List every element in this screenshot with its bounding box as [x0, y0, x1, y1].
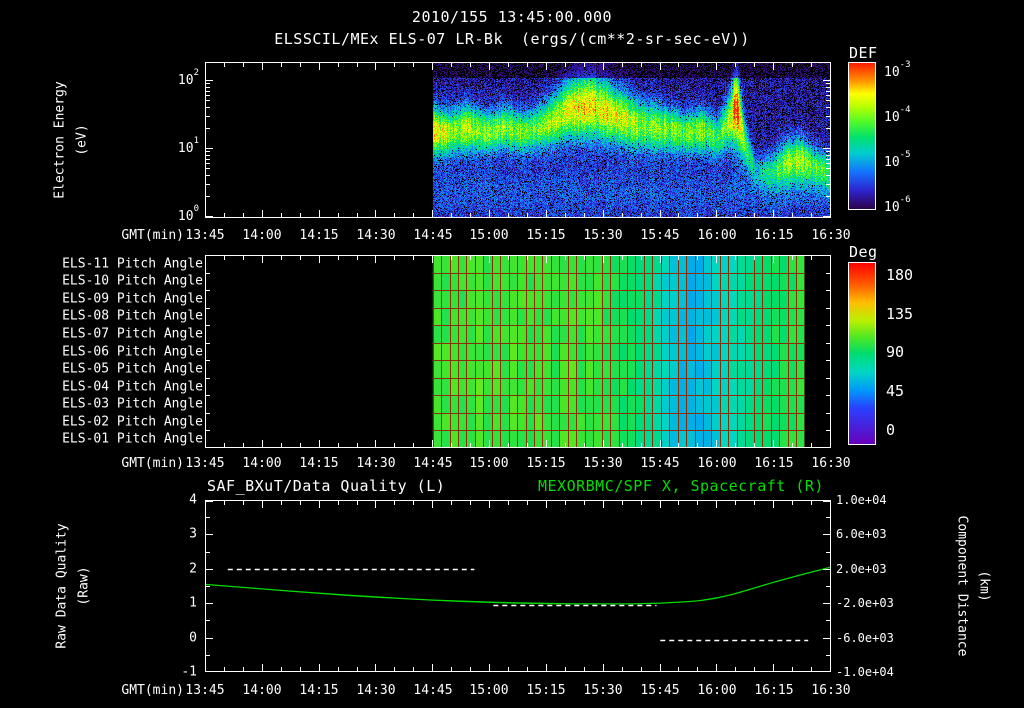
def-colorbar	[848, 62, 876, 210]
x-tick-label: 15:30	[583, 456, 623, 471]
pitch-row-label: ELS-01 Pitch Angle	[62, 431, 203, 447]
x-axis-unit-label: GMT(min)	[121, 456, 184, 471]
def-cbar-tick: 10-5	[884, 149, 911, 171]
x-tick-label: 16:30	[811, 456, 851, 471]
def-cbar-tick: 10-4	[884, 104, 911, 126]
x-tick-label: 13:45	[185, 228, 225, 243]
plot-timestamp-title: 2010/155 13:45:00.000	[411, 8, 613, 26]
pitch-row-label: ELS-03 Pitch Angle	[62, 396, 203, 412]
quality-axis-label: Raw Data Quality	[54, 523, 70, 649]
x-tick-label: 15:45	[640, 456, 680, 471]
quality-ytick: -1	[181, 664, 197, 680]
x-tick-label: 16:00	[697, 456, 737, 471]
x-tick-label: 14:45	[413, 683, 453, 698]
pitch-row-label: ELS-11 Pitch Angle	[62, 256, 203, 272]
pitch-row-label: ELS-05 Pitch Angle	[62, 361, 203, 377]
x-tick-label: 16:15	[754, 456, 794, 471]
x-tick-label: 15:15	[526, 456, 566, 471]
x-tick-label: 15:15	[526, 683, 566, 698]
x-tick-label: 14:30	[356, 683, 396, 698]
pitch-row-label: ELS-04 Pitch Angle	[62, 379, 203, 395]
quality-ytick: 4	[189, 492, 197, 508]
x-tick-label: 14:45	[413, 456, 453, 471]
quality-ytick: 0	[189, 630, 197, 646]
pitch-row-label: ELS-10 Pitch Angle	[62, 273, 203, 289]
pitch-angle-plot	[205, 255, 831, 448]
energy-axis-label: Electron Energy	[52, 81, 68, 199]
x-tick-label: 16:15	[754, 228, 794, 243]
x-tick-label: 13:45	[185, 683, 225, 698]
x-tick-label: 14:15	[299, 228, 339, 243]
deg-cbar-tick: 0	[886, 421, 896, 439]
x-tick-label: 16:00	[697, 683, 737, 698]
deg-cbar-tick: 180	[886, 266, 914, 284]
x-tick-label: 15:15	[526, 228, 566, 243]
deg-colorbar	[848, 262, 876, 445]
deg-cbar-tick: 135	[886, 305, 914, 323]
quality-ytick: 1	[189, 595, 197, 611]
spectrogram-title: ELSSCIL/MEx ELS-07 LR-Bk	[274, 30, 503, 48]
pitch-row-label: ELS-07 Pitch Angle	[62, 326, 203, 342]
pitch-row-label: ELS-02 Pitch Angle	[62, 414, 203, 430]
x-tick-label: 15:30	[583, 683, 623, 698]
spacecraft-series-title: MEXORBMC/SPF X, Spacecraft (R)	[538, 477, 824, 495]
x-tick-label: 14:00	[242, 683, 282, 698]
energy-axis-unit: (eV)	[74, 124, 90, 156]
quality-series-title: SAF_BXuT/Data Quality (L)	[207, 477, 446, 495]
energy-ytick-1: 100	[177, 203, 199, 225]
pitch-row-label: ELS-08 Pitch Angle	[62, 308, 203, 324]
x-tick-label: 13:45	[185, 456, 225, 471]
energy-ytick-10: 101	[177, 135, 199, 157]
distance-axis-label: Component Distance	[954, 515, 970, 657]
x-tick-label: 15:30	[583, 228, 623, 243]
x-tick-label: 15:45	[640, 683, 680, 698]
x-tick-label: 16:15	[754, 683, 794, 698]
x-tick-label: 14:30	[356, 456, 396, 471]
x-tick-label: 15:00	[469, 683, 509, 698]
deg-cbar-tick: 90	[886, 343, 905, 361]
x-tick-label: 14:45	[413, 228, 453, 243]
def-cbar-tick: 10-3	[884, 59, 911, 81]
x-tick-label: 16:00	[697, 228, 737, 243]
x-tick-label: 14:00	[242, 228, 282, 243]
quality-axis-unit: (Raw)	[76, 566, 92, 606]
quality-ytick: 2	[189, 561, 197, 577]
x-axis-unit-label: GMT(min)	[121, 228, 184, 243]
x-tick-label: 16:30	[811, 228, 851, 243]
distance-ytick: -2.0e+03	[836, 596, 894, 610]
x-tick-label: 15:00	[469, 228, 509, 243]
def-colorbar-label: DEF	[849, 44, 878, 62]
energy-ytick-100: 102	[177, 67, 199, 89]
x-tick-label: 14:15	[299, 456, 339, 471]
distance-axis-unit: (km)	[976, 570, 992, 602]
timeseries-plot	[205, 500, 831, 672]
distance-ytick: -6.0e+03	[836, 631, 894, 645]
deg-colorbar-label: Deg	[849, 243, 878, 261]
distance-ytick: -1.0e+04	[836, 665, 894, 679]
x-tick-label: 14:30	[356, 228, 396, 243]
distance-ytick: 1.0e+04	[836, 493, 887, 507]
x-tick-label: 14:00	[242, 456, 282, 471]
x-tick-label: 16:30	[811, 683, 851, 698]
x-tick-label: 14:15	[299, 683, 339, 698]
quality-ytick: 3	[189, 526, 197, 542]
pitch-row-label: ELS-09 Pitch Angle	[62, 291, 203, 307]
spectrogram-title-row: ELSSCIL/MEx ELS-07 LR-Bk (ergs/(cm**2-sr-…	[0, 30, 1024, 48]
x-tick-label: 15:00	[469, 456, 509, 471]
def-cbar-tick: 10-6	[884, 194, 911, 216]
deg-cbar-tick: 45	[886, 382, 905, 400]
spectrogram-units: (ergs/(cm**2-sr-sec-eV))	[521, 30, 750, 48]
distance-ytick: 2.0e+03	[836, 562, 887, 576]
energy-spectrogram-plot	[205, 62, 831, 218]
pitch-row-label: ELS-06 Pitch Angle	[62, 344, 203, 360]
x-tick-label: 15:45	[640, 228, 680, 243]
distance-ytick: 6.0e+03	[836, 527, 887, 541]
x-axis-unit-label: GMT(min)	[121, 683, 184, 698]
